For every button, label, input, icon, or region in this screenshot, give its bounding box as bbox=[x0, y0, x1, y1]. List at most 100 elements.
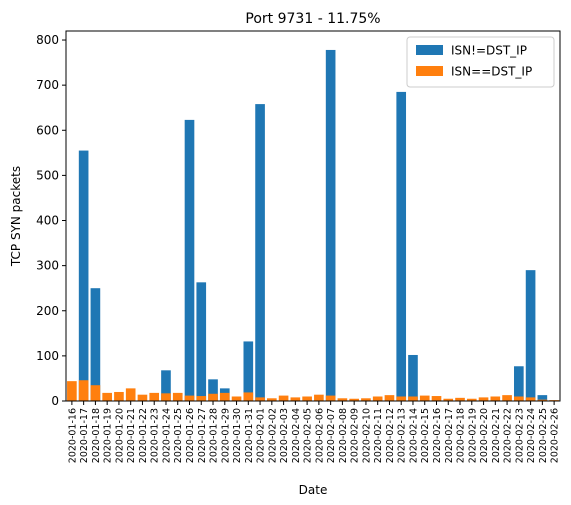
bar-series2-2020-01-22 bbox=[137, 394, 148, 401]
bar-series1-2020-01-24 bbox=[161, 370, 171, 401]
x-tick-label-2020-01-29: 2020-01-29 bbox=[220, 408, 231, 463]
bar-series2-2020-02-24 bbox=[525, 397, 536, 401]
bar-series2-2020-01-27 bbox=[196, 396, 207, 401]
y-axis-label: TCP SYN packets bbox=[9, 166, 23, 267]
bar-series1-2020-01-18 bbox=[90, 288, 101, 401]
bar-series2-2020-01-31 bbox=[243, 392, 254, 401]
x-tick-label-2020-02-03: 2020-02-03 bbox=[279, 408, 290, 463]
x-tick-label-2020-02-05: 2020-02-05 bbox=[303, 408, 314, 463]
x-tick-label-2020-02-15: 2020-02-15 bbox=[420, 408, 431, 463]
x-tick-label-2020-01-17: 2020-01-17 bbox=[79, 408, 90, 463]
bar-series2-2020-01-26 bbox=[184, 395, 195, 401]
x-axis-label: Date bbox=[299, 483, 328, 497]
bar-series2-2020-01-25 bbox=[172, 392, 183, 401]
bar-series2-2020-01-18 bbox=[90, 385, 101, 401]
y-tick-label-800: 800 bbox=[36, 33, 59, 47]
bar-series2-2020-02-02 bbox=[267, 398, 277, 401]
y-tick-label-700: 700 bbox=[36, 78, 59, 92]
bar-series1-2020-01-26 bbox=[184, 119, 195, 401]
bar-series2-2020-01-24 bbox=[161, 393, 171, 401]
bar-series2-2020-02-21 bbox=[490, 396, 501, 401]
x-tick-label-2020-02-10: 2020-02-10 bbox=[361, 408, 372, 463]
bar-series1-2020-02-07 bbox=[325, 49, 336, 401]
bar-series2-2020-01-23 bbox=[149, 392, 160, 401]
bar-series2-2020-02-06 bbox=[314, 394, 324, 401]
x-tick-label-2020-01-20: 2020-01-20 bbox=[114, 408, 125, 463]
x-tick-label-2020-02-11: 2020-02-11 bbox=[373, 408, 384, 463]
plot-frame bbox=[65, 30, 561, 402]
bar-series2-2020-02-01 bbox=[255, 397, 265, 401]
bar-series2-2020-02-13 bbox=[396, 396, 407, 401]
y-tick-label-200: 200 bbox=[36, 304, 59, 318]
bar-series1-2020-02-14 bbox=[408, 354, 418, 401]
legend-box bbox=[406, 36, 555, 88]
bar-series1-2020-02-13 bbox=[396, 91, 407, 401]
x-tick-label-2020-02-16: 2020-02-16 bbox=[432, 408, 443, 463]
legend-label-1: ISN!=DST_IP bbox=[451, 44, 527, 58]
bars-layer bbox=[67, 49, 559, 401]
x-tick-label-2020-01-27: 2020-01-27 bbox=[197, 408, 208, 463]
x-tick-label-2020-02-06: 2020-02-06 bbox=[314, 408, 325, 463]
bar-series2-2020-01-21 bbox=[125, 388, 136, 401]
x-tick-label-2020-02-13: 2020-02-13 bbox=[397, 408, 408, 463]
x-tick-label-2020-01-18: 2020-01-18 bbox=[91, 408, 102, 463]
bar-series2-2020-02-20 bbox=[478, 397, 489, 401]
x-tick-label-2020-02-01: 2020-02-01 bbox=[256, 408, 267, 463]
bar-series1-2020-02-23 bbox=[514, 366, 524, 401]
chart-title: Port 9731 - 11.75% bbox=[245, 11, 380, 27]
x-tick-label-2020-02-12: 2020-02-12 bbox=[385, 408, 396, 463]
bar-series2-2020-02-25 bbox=[537, 399, 548, 401]
y-tick-label-300: 300 bbox=[36, 259, 59, 273]
legend-label-2: ISN==DST_IP bbox=[451, 65, 532, 79]
legend: ISN!=DST_IP ISN==DST_IP bbox=[406, 36, 555, 88]
bar-series2-2020-01-16 bbox=[67, 381, 77, 401]
bar-series1-2020-02-01 bbox=[255, 104, 265, 401]
x-tick-label-2020-01-26: 2020-01-26 bbox=[185, 408, 196, 463]
bar-series2-2020-02-05 bbox=[302, 396, 312, 401]
x-tick-label-2020-01-25: 2020-01-25 bbox=[173, 408, 184, 463]
bar-series2-2020-01-30 bbox=[231, 396, 242, 401]
x-tick-label-2020-02-02: 2020-02-02 bbox=[267, 408, 278, 463]
x-tick-label-2020-01-28: 2020-01-28 bbox=[209, 408, 220, 463]
x-tick-label-2020-02-26: 2020-02-26 bbox=[550, 408, 561, 463]
x-tick-label-2020-01-23: 2020-01-23 bbox=[150, 408, 161, 463]
bar-series1-2020-02-25 bbox=[537, 395, 548, 401]
x-tick-label-2020-02-25: 2020-02-25 bbox=[538, 408, 549, 463]
x-tick-label-2020-02-23: 2020-02-23 bbox=[514, 408, 525, 463]
x-tick-label-2020-02-22: 2020-02-22 bbox=[503, 408, 514, 463]
bar-series2-2020-02-08 bbox=[337, 398, 348, 401]
bar-series2-2020-02-15 bbox=[419, 395, 430, 401]
bar-series2-2020-02-16 bbox=[431, 396, 442, 401]
x-tick-label-2020-02-18: 2020-02-18 bbox=[456, 408, 467, 463]
x-tick-label-2020-02-04: 2020-02-04 bbox=[291, 408, 302, 463]
bar-series1-2020-01-17 bbox=[78, 150, 89, 401]
bar-series2-2020-02-18 bbox=[455, 397, 465, 401]
bar-series2-2020-02-22 bbox=[502, 395, 512, 401]
x-tick-label-2020-01-31: 2020-01-31 bbox=[244, 408, 255, 463]
bar-series2-2020-02-17 bbox=[443, 398, 454, 401]
bar-series1-2020-02-24 bbox=[525, 270, 536, 401]
bar-series2-2020-02-09 bbox=[349, 398, 359, 401]
x-tick-label-2020-01-16: 2020-01-16 bbox=[67, 408, 78, 463]
bar-series2-2020-02-10 bbox=[361, 398, 371, 401]
bar-series2-2020-02-11 bbox=[372, 396, 383, 401]
x-tick-label-2020-01-30: 2020-01-30 bbox=[232, 408, 243, 463]
bar-series1-2020-01-31 bbox=[243, 341, 254, 401]
bar-series1-2020-01-28 bbox=[208, 379, 218, 401]
x-tick-label-2020-02-07: 2020-02-07 bbox=[326, 408, 337, 463]
bar-series2-2020-02-14 bbox=[408, 396, 418, 401]
bar-series2-2020-01-28 bbox=[208, 393, 218, 401]
x-tick-label-2020-02-20: 2020-02-20 bbox=[479, 408, 490, 463]
y-tick-label-0: 0 bbox=[51, 394, 59, 408]
x-tick-label-2020-01-19: 2020-01-19 bbox=[103, 408, 114, 463]
y-tick-label-400: 400 bbox=[36, 214, 59, 228]
x-tick-label-2020-01-24: 2020-01-24 bbox=[161, 408, 172, 463]
x-tick-label-2020-02-17: 2020-02-17 bbox=[444, 408, 455, 463]
legend-swatch-1 bbox=[416, 45, 443, 55]
x-tick-label-2020-01-21: 2020-01-21 bbox=[126, 408, 137, 463]
bar-series2-2020-02-07 bbox=[325, 395, 336, 401]
x-tick-label-2020-02-09: 2020-02-09 bbox=[350, 408, 361, 463]
bar-series2-2020-02-04 bbox=[290, 397, 301, 401]
